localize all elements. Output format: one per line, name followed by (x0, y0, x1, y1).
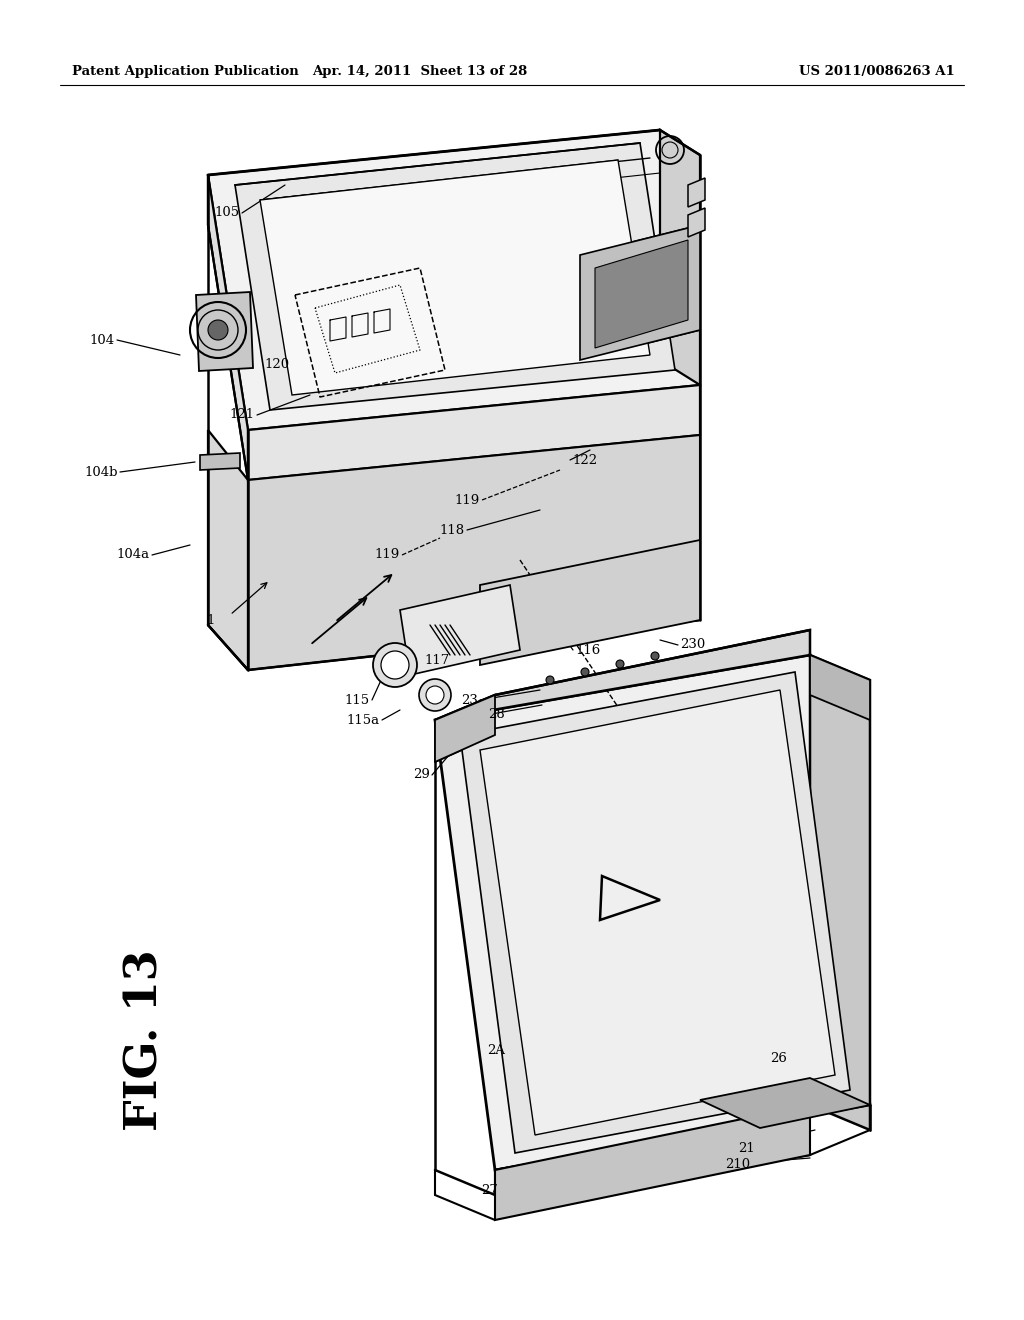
Circle shape (651, 652, 659, 660)
Text: 28: 28 (488, 709, 505, 722)
Polygon shape (435, 630, 810, 719)
Circle shape (373, 643, 417, 686)
Polygon shape (700, 1078, 870, 1129)
Text: 120: 120 (265, 359, 290, 371)
Circle shape (208, 319, 228, 341)
Polygon shape (810, 655, 870, 719)
Text: Apr. 14, 2011  Sheet 13 of 28: Apr. 14, 2011 Sheet 13 of 28 (312, 66, 527, 78)
Text: 121: 121 (229, 408, 255, 421)
Text: 119: 119 (455, 494, 480, 507)
Polygon shape (196, 292, 253, 371)
Text: 104a: 104a (117, 549, 150, 561)
Polygon shape (660, 129, 700, 385)
Polygon shape (460, 672, 850, 1152)
Text: 115: 115 (345, 693, 370, 706)
Text: 27: 27 (481, 1184, 498, 1196)
Polygon shape (248, 385, 700, 480)
Text: US 2011/0086263 A1: US 2011/0086263 A1 (800, 66, 955, 78)
Polygon shape (400, 585, 520, 675)
Circle shape (581, 668, 589, 676)
Polygon shape (595, 240, 688, 348)
Polygon shape (810, 655, 870, 1130)
Polygon shape (208, 129, 700, 430)
Polygon shape (248, 436, 700, 671)
Polygon shape (435, 696, 495, 762)
Circle shape (616, 660, 624, 668)
Polygon shape (260, 160, 650, 395)
Text: 2A: 2A (487, 1044, 505, 1056)
Circle shape (426, 686, 444, 704)
Polygon shape (435, 655, 870, 1170)
Polygon shape (234, 143, 675, 411)
Text: 21: 21 (738, 1142, 755, 1155)
Text: FIG. 13: FIG. 13 (124, 949, 167, 1131)
Circle shape (546, 676, 554, 684)
Text: 230: 230 (680, 639, 706, 652)
Text: 1: 1 (207, 614, 215, 627)
Text: 122: 122 (572, 454, 597, 466)
Text: 26: 26 (770, 1052, 786, 1064)
Polygon shape (208, 430, 248, 671)
Text: 118: 118 (440, 524, 465, 536)
Text: 210: 210 (725, 1159, 751, 1172)
Polygon shape (580, 224, 700, 360)
Circle shape (419, 678, 451, 711)
Polygon shape (200, 453, 240, 470)
Circle shape (381, 651, 409, 678)
Polygon shape (480, 690, 835, 1135)
Text: 23: 23 (461, 693, 478, 706)
Text: Patent Application Publication: Patent Application Publication (72, 66, 299, 78)
Polygon shape (208, 176, 248, 480)
Polygon shape (495, 1105, 810, 1220)
Text: 116: 116 (575, 644, 600, 656)
Text: 104: 104 (90, 334, 115, 346)
Polygon shape (480, 540, 700, 665)
Text: 29: 29 (413, 768, 430, 781)
Text: 115a: 115a (347, 714, 380, 726)
Text: 104b: 104b (85, 466, 118, 479)
Text: 119: 119 (375, 549, 400, 561)
Polygon shape (688, 209, 705, 238)
Text: 105: 105 (215, 206, 240, 219)
Text: 117: 117 (425, 653, 450, 667)
Polygon shape (688, 178, 705, 207)
